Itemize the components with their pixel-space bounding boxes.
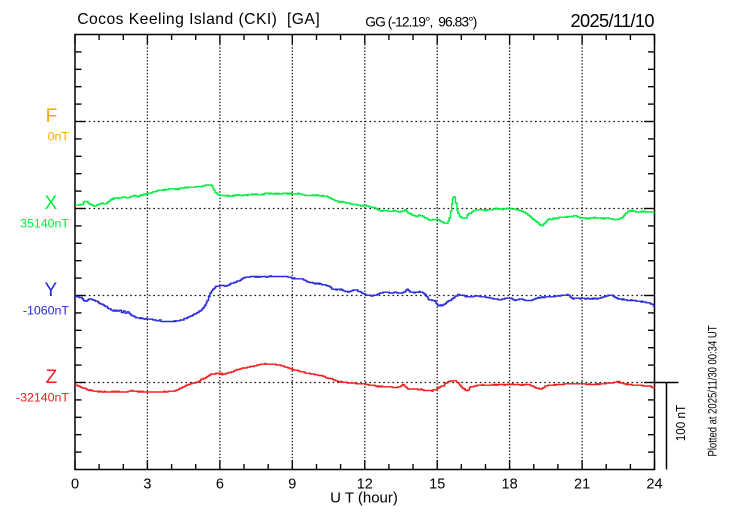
svg-text:15: 15: [429, 476, 445, 492]
svg-text:F: F: [46, 106, 58, 127]
svg-text:X: X: [45, 193, 58, 214]
svg-text:100 nT: 100 nT: [673, 405, 688, 442]
svg-text:18: 18: [502, 476, 518, 492]
svg-text:Cocos Keeling Island (CKI) [G: Cocos Keeling Island (CKI) [GA]: [77, 11, 320, 28]
svg-text:U T (hour): U T (hour): [330, 490, 398, 507]
svg-text:6: 6: [216, 476, 224, 492]
svg-text:21: 21: [574, 476, 590, 492]
svg-text:Y: Y: [45, 280, 58, 301]
svg-text:-1060nT: -1060nT: [23, 304, 70, 318]
svg-text:0nT: 0nT: [48, 130, 70, 144]
svg-text:0: 0: [71, 476, 79, 492]
svg-text:Z: Z: [46, 367, 58, 388]
svg-text:9: 9: [288, 476, 296, 492]
svg-text:Plotted at 2025/11/30 00:34 UT: Plotted at 2025/11/30 00:34 UT: [705, 325, 719, 456]
svg-text:24: 24: [646, 476, 662, 492]
svg-text:GG (-12.19°, 96.83°): GG (-12.19°, 96.83°): [365, 15, 477, 30]
svg-text:35140nT: 35140nT: [20, 217, 69, 231]
svg-text:12: 12: [357, 476, 373, 492]
svg-text:-32140nT: -32140nT: [16, 391, 69, 405]
svg-text:3: 3: [143, 476, 151, 492]
svg-text:2025/11/10: 2025/11/10: [571, 11, 655, 31]
